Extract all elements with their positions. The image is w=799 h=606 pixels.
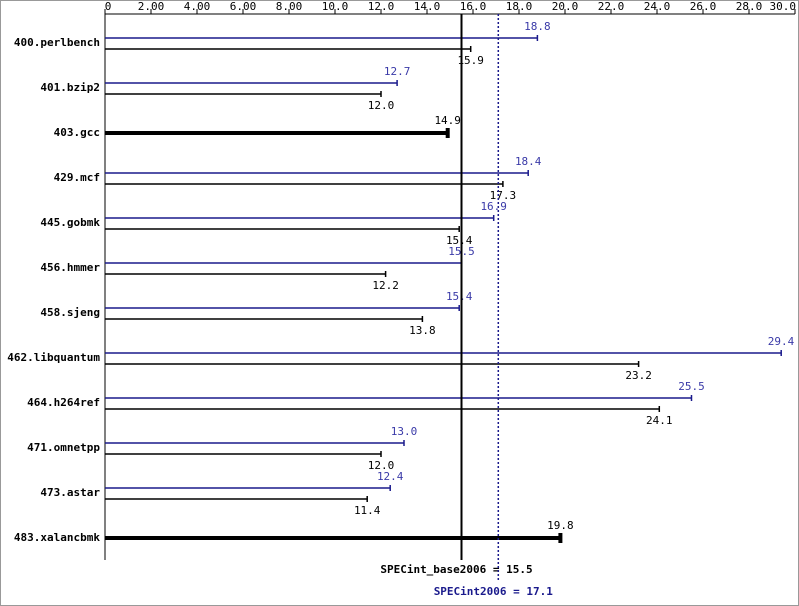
x-tick-label: 22.0 <box>598 0 625 13</box>
category-label: 458.sjeng <box>40 306 100 319</box>
x-tick-label: 16.0 <box>460 0 487 13</box>
category-label: 445.gobmk <box>40 216 100 229</box>
value-label: 12.2 <box>372 279 399 292</box>
x-tick-label: 18.0 <box>506 0 533 13</box>
bar <box>105 46 472 52</box>
value-label: 19.8 <box>547 519 574 532</box>
x-tick-label: 10.0 <box>322 0 349 13</box>
category-label: 471.omnetpp <box>27 441 100 454</box>
bar <box>105 496 368 502</box>
bar <box>105 533 563 543</box>
value-label: 15.4 <box>446 234 473 247</box>
value-label: 14.9 <box>434 114 461 127</box>
value-label: 11.4 <box>354 504 381 517</box>
value-label: 24.1 <box>646 414 673 427</box>
bar <box>105 226 460 232</box>
bar <box>105 271 387 277</box>
value-label: 15.4 <box>446 290 473 303</box>
category-label: 403.gcc <box>54 126 100 139</box>
value-label: 12.7 <box>384 65 411 78</box>
x-tick-label: 24.0 <box>644 0 671 13</box>
bar <box>105 35 539 41</box>
value-label: 18.4 <box>515 155 542 168</box>
value-label: 12.0 <box>368 99 395 112</box>
x-tick-label: 26.0 <box>690 0 717 13</box>
bar <box>105 361 640 367</box>
value-label: 17.3 <box>490 189 517 202</box>
x-tick-label: 6.00 <box>230 0 257 13</box>
category-label: 456.hmmer <box>40 261 100 274</box>
bar <box>105 91 382 97</box>
bar <box>105 395 693 401</box>
category-label: 400.perlbench <box>14 36 100 49</box>
bar <box>105 406 661 412</box>
x-tick-label: 12.0 <box>368 0 395 13</box>
x-tick-label: 20.0 <box>552 0 579 13</box>
value-label: 23.2 <box>625 369 652 382</box>
bar <box>105 485 391 491</box>
x-tick-label: 8.00 <box>276 0 303 13</box>
bar <box>105 170 529 176</box>
bar <box>105 181 504 187</box>
bar <box>105 350 782 356</box>
value-label: 12.0 <box>368 459 395 472</box>
category-label: 473.astar <box>40 486 100 499</box>
bar <box>105 316 424 322</box>
x-tick-label: 0 <box>105 0 112 13</box>
bar <box>105 128 450 138</box>
reference-label: SPECint2006 = 17.1 <box>434 585 554 598</box>
x-tick-label: 2.00 <box>138 0 165 13</box>
value-label: 13.0 <box>391 425 418 438</box>
x-tick-label: 14.0 <box>414 0 441 13</box>
x-tick-label: 4.00 <box>184 0 211 13</box>
reference-label: SPECint_base2006 = 15.5 <box>380 563 532 576</box>
category-label: 464.h264ref <box>27 396 100 409</box>
bar <box>105 305 460 311</box>
value-label: 13.8 <box>409 324 436 337</box>
bar <box>105 451 382 457</box>
bar <box>105 215 495 221</box>
category-label: 429.mcf <box>54 171 100 184</box>
category-label: 462.libquantum <box>7 351 100 364</box>
category-label: 401.bzip2 <box>40 81 100 94</box>
value-label: 12.4 <box>377 470 404 483</box>
x-tick-label: 30.0 <box>770 0 797 13</box>
value-label: 18.8 <box>524 20 551 33</box>
value-label: 16.9 <box>480 200 507 213</box>
value-label: 29.4 <box>768 335 795 348</box>
category-label: 483.xalancbmk <box>14 531 100 544</box>
value-label: 15.9 <box>457 54 484 67</box>
value-label: 25.5 <box>678 380 705 393</box>
x-tick-label: 28.0 <box>736 0 763 13</box>
bar <box>105 80 398 86</box>
bar <box>105 440 405 446</box>
bar <box>105 260 463 266</box>
